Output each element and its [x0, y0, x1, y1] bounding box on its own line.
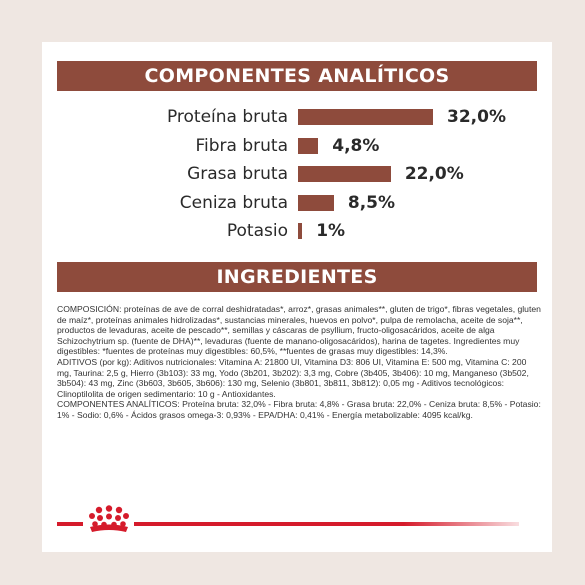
nutrient-row: Ceniza bruta 8,5% — [42, 191, 552, 215]
nutrient-value: 1% — [316, 221, 346, 241]
footer-red-line-left — [57, 522, 83, 526]
composition-paragraph: COMPOSICIÓN: proteínas de ave de corral … — [57, 304, 541, 357]
nutrient-row: Grasa bruta 22,0% — [42, 162, 552, 186]
ingredients-heading: INGREDIENTES — [57, 262, 537, 292]
product-info-card: COMPONENTES ANALÍTICOS Proteína bruta 32,… — [42, 42, 552, 552]
nutrient-label: Proteína bruta — [166, 107, 288, 127]
nutrient-bar — [298, 194, 334, 211]
royal-canin-crown-icon — [89, 505, 129, 532]
analytic-components-heading: COMPONENTES ANALÍTICOS — [57, 61, 537, 91]
analytic-components-paragraph: COMPONENTES ANALÍTICOS: Proteína bruta: … — [57, 399, 541, 420]
nutrient-bar — [298, 137, 319, 154]
additives-paragraph: ADITIVOS (por kg): Aditivos nutricionale… — [57, 356, 529, 399]
nutrient-bar — [298, 166, 391, 182]
nutrient-row: Proteína bruta 32,0% — [42, 105, 552, 129]
nutrient-label: Grasa bruta — [187, 164, 288, 184]
nutrient-label: Ceniza bruta — [179, 192, 288, 213]
nutrient-bar — [298, 109, 433, 125]
ingredients-text: COMPOSICIÓN: proteínas de ave de corral … — [57, 304, 541, 421]
nutrient-bar — [298, 223, 303, 239]
nutrient-label: Potasio — [226, 221, 288, 241]
nutrient-label: Fibra bruta — [195, 135, 288, 156]
footer-red-line-right — [134, 522, 519, 526]
nutrient-value: 22,0% — [404, 164, 464, 184]
nutrient-value: 8,5% — [347, 192, 396, 213]
nutrient-value: 32,0% — [447, 107, 506, 127]
nutrient-value: 4,8% — [332, 135, 380, 156]
nutrient-row: Fibra bruta 4,8% — [42, 134, 552, 158]
nutrient-row: Potasio 1% — [42, 219, 552, 243]
